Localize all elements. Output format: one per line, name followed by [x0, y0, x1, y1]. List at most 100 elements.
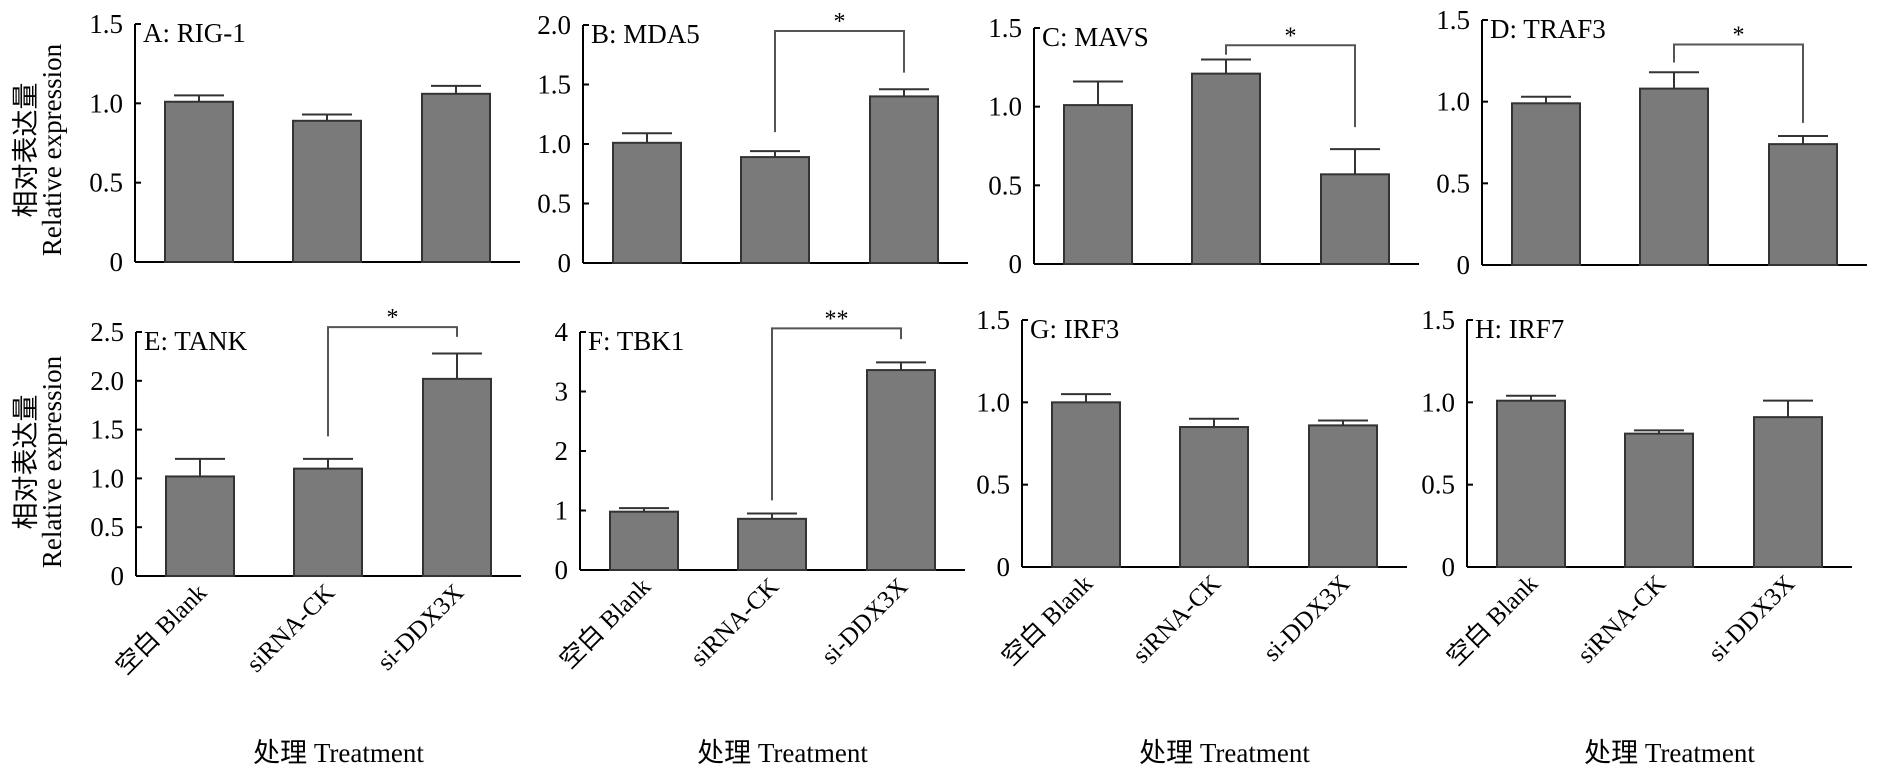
y-tick-label: 0: [111, 561, 125, 591]
x-tick-label: 空白 Blank: [554, 572, 656, 674]
y-tick-label: 0: [110, 247, 124, 277]
panel-d: 0 0.5 1.0 1.5 D: TRAF3 *: [1436, 5, 1867, 280]
y-tick-label: 0.5: [988, 170, 1022, 200]
significance-label: *: [834, 9, 846, 35]
significance-bracket: [1225, 44, 1356, 128]
y-axis-title-top-row: 相对表达量 Relative expression: [11, 43, 67, 256]
bar-blank: [164, 100, 234, 263]
y-tick-label: 0.5: [537, 189, 571, 219]
panel-a: 0 0.5 1.0 1.5 A: RIG-1: [89, 9, 520, 277]
significance-label: *: [1285, 23, 1297, 49]
y-tick-label: 0: [1457, 250, 1471, 280]
x-axis-title: 处理 Treatment: [253, 738, 424, 768]
y-tick-label: 1.0: [976, 387, 1010, 417]
x-axis-title: 处理 Treatment: [1584, 738, 1755, 768]
bar-sirna-ck: [1191, 72, 1261, 265]
bar-si-ddx3x: [421, 92, 491, 263]
y-tick-label: 1.5: [1436, 5, 1470, 35]
x-tick-label: siRNA-CK: [1573, 570, 1672, 669]
y-tick-label: 0.5: [1436, 168, 1470, 198]
x-tick-label: 空白 Blank: [996, 569, 1098, 671]
panel-b: 0 0.5 1.0 1.5 2.0 B: MDA5 *: [537, 9, 968, 278]
y-tick-label: 1.0: [90, 463, 124, 493]
bar-sirna-ck: [740, 156, 810, 264]
bar-blank: [1063, 104, 1133, 265]
x-tick-label: si-DDX3X: [1704, 570, 1801, 667]
x-tick-label: siRNA-CK: [1128, 570, 1227, 669]
y-tick-label: 1.5: [537, 70, 571, 100]
y-tick-label: 0.5: [1421, 470, 1455, 500]
y-tick-label: 0: [997, 552, 1011, 582]
panel-title: B: MDA5: [591, 19, 700, 49]
y-title-en: Relative expression: [37, 43, 67, 256]
y-tick-label: 2.5: [90, 317, 124, 347]
bar-sirna-ck: [1639, 87, 1709, 266]
y-tick-label: 0: [1009, 249, 1023, 279]
y-tick-label: 2.0: [537, 10, 571, 40]
y-tick-label: 1.0: [1421, 387, 1455, 417]
panel-title: C: MAVS: [1042, 22, 1149, 52]
panel-title: E: TANK: [144, 326, 248, 356]
significance-label: **: [825, 306, 849, 332]
y-tick-label: 1.0: [89, 88, 123, 118]
y-tick-label: 0: [555, 555, 569, 585]
significance-label: *: [1733, 23, 1745, 49]
x-tick-label: 空白 Blank: [110, 578, 212, 680]
y-tick-label: 0: [1442, 552, 1456, 582]
y-tick-label: 4: [555, 317, 569, 347]
panel-title: G: IRF3: [1030, 314, 1119, 344]
y-tick-label: 1.5: [1421, 305, 1455, 335]
bar-blank: [612, 141, 682, 264]
significance-bracket: [327, 326, 458, 437]
significance-bracket: [771, 327, 902, 501]
panel-title: A: RIG-1: [143, 18, 246, 48]
y-tick-label: 3: [555, 377, 569, 407]
x-axis-title: 处理 Treatment: [1139, 738, 1310, 768]
bar-si-ddx3x: [1320, 173, 1390, 266]
y-title-en: Relative expression: [37, 355, 67, 568]
bar-sirna-ck: [292, 119, 362, 263]
x-tick-label: siRNA-CK: [242, 579, 341, 678]
significance-bracket: [774, 29, 905, 133]
bar-blank: [1511, 102, 1581, 266]
bar-si-ddx3x: [866, 369, 936, 571]
y-tick-label: 0.5: [976, 470, 1010, 500]
bar-sirna-ck: [737, 517, 807, 572]
panel-title: H: IRF7: [1475, 314, 1564, 344]
x-tick-label: si-DDX3X: [817, 573, 914, 670]
x-tick-label: 空白 Blank: [1441, 569, 1543, 671]
y-tick-label: 1.5: [988, 13, 1022, 43]
bar-blank: [165, 475, 235, 577]
y-tick-label: 1.0: [1436, 87, 1470, 117]
panel-title: F: TBK1: [588, 326, 684, 356]
panel-h: 0 0.5 1.0 1.5 H: IRF7 空白 Blank siRNA-CK si-DDX3…: [1421, 305, 1852, 768]
x-axis-title: 处理 Treatment: [697, 738, 868, 768]
y-tick-label: 1.5: [89, 9, 123, 39]
bar-sirna-ck: [1624, 432, 1694, 568]
y-axis-title-bottom-row: 相对表达量 Relative expression: [11, 355, 67, 568]
bar-si-ddx3x: [1768, 143, 1838, 266]
bar-blank: [609, 510, 679, 572]
bar-si-ddx3x: [1308, 424, 1378, 568]
x-tick-label: si-DDX3X: [373, 579, 470, 676]
y-tick-label: 0: [558, 248, 572, 278]
panel-c: 0 0.5 1.0 1.5 C: MAVS *: [988, 13, 1419, 279]
bar-si-ddx3x: [869, 95, 939, 265]
x-tick-label: siRNA-CK: [686, 573, 785, 672]
bar-sirna-ck: [1179, 426, 1249, 568]
y-tick-label: 0.5: [89, 168, 123, 198]
bar-sirna-ck: [293, 467, 363, 578]
bar-blank: [1496, 399, 1566, 569]
y-tick-label: 1.0: [537, 129, 571, 159]
y-tick-label: 1.5: [976, 305, 1010, 335]
bar-blank: [1051, 401, 1121, 569]
y-tick-label: 0.5: [90, 512, 124, 542]
y-tick-label: 2.0: [90, 366, 124, 396]
y-title-cn: 相对表达量: [11, 395, 41, 530]
x-tick-label: si-DDX3X: [1259, 570, 1356, 667]
y-tick-label: 1.5: [90, 415, 124, 445]
y-title-cn: 相对表达量: [11, 83, 41, 218]
panel-title: D: TRAF3: [1490, 14, 1606, 44]
significance-label: *: [387, 305, 399, 331]
significance-bracket: [1673, 43, 1804, 123]
